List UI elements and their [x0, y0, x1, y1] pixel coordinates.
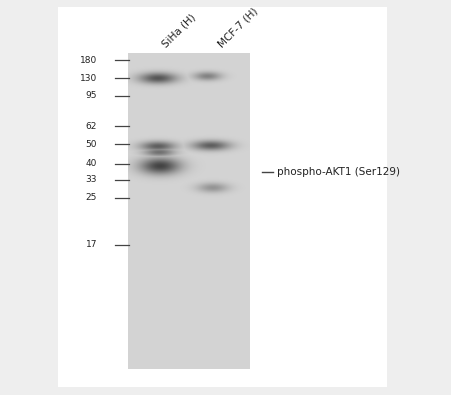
Text: 180: 180 — [80, 56, 97, 64]
Text: MCF-7 (H): MCF-7 (H) — [216, 6, 260, 49]
Bar — [129, 53, 250, 369]
Text: 25: 25 — [86, 193, 97, 202]
Text: SiHa (H): SiHa (H) — [160, 12, 198, 49]
Text: 62: 62 — [86, 122, 97, 131]
Text: 40: 40 — [86, 160, 97, 168]
Text: 130: 130 — [80, 74, 97, 83]
Text: 33: 33 — [86, 175, 97, 184]
Text: 95: 95 — [86, 92, 97, 100]
FancyBboxPatch shape — [59, 8, 388, 387]
Text: 50: 50 — [86, 140, 97, 149]
Text: 17: 17 — [86, 241, 97, 249]
Text: phospho-AKT1 (Ser129): phospho-AKT1 (Ser129) — [277, 167, 400, 177]
